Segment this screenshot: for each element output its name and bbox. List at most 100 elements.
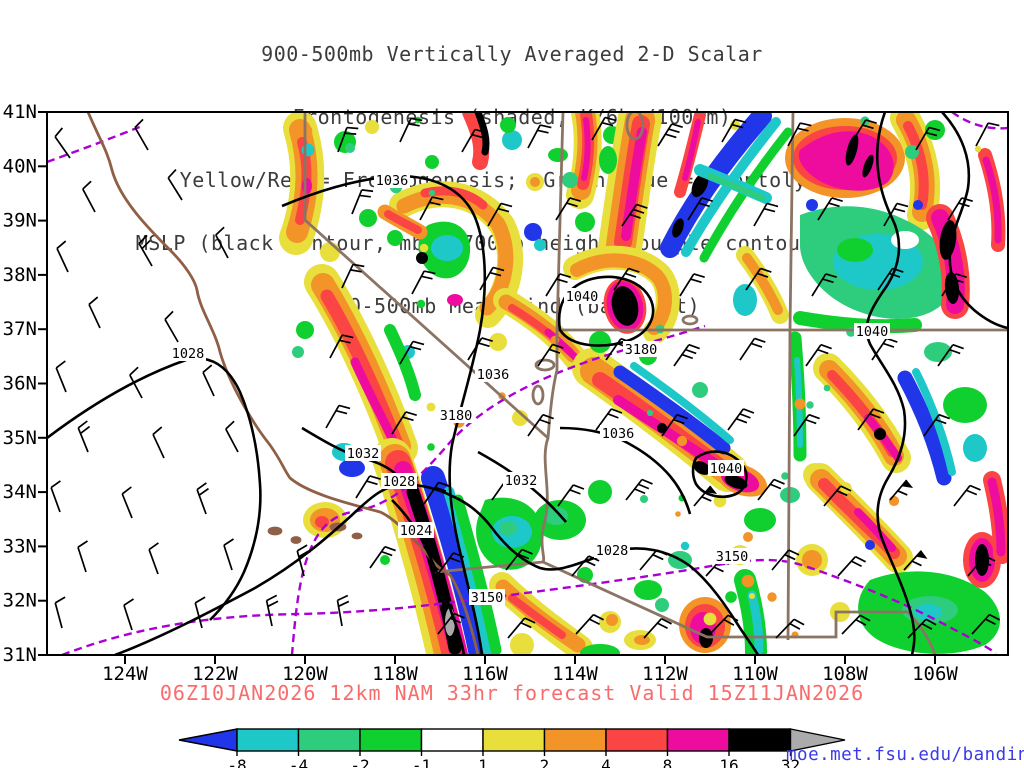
x-axis-label: 124W	[102, 663, 148, 685]
x-axis-label: 120W	[282, 663, 328, 685]
height-contour	[48, 124, 143, 163]
legend-segment	[359, 728, 423, 752]
wind-barb	[461, 128, 487, 153]
border-nv-ut	[555, 113, 565, 331]
wind-barb	[753, 202, 779, 227]
x-axis-label: 122W	[192, 663, 238, 685]
wind-barb	[657, 123, 683, 147]
contour-label: 3180	[440, 408, 473, 424]
wind-barb	[419, 196, 444, 221]
wind-barb	[467, 337, 493, 361]
wind-barb	[817, 197, 843, 221]
wind-barb	[336, 594, 350, 627]
contour-label: 1032	[505, 473, 538, 489]
wind-barb	[391, 411, 417, 435]
contour-label: 1036	[477, 367, 510, 383]
great-salt-lake	[625, 113, 645, 141]
channel-island	[267, 526, 283, 536]
wind-barb	[871, 337, 898, 361]
wind-barb	[953, 484, 981, 507]
wind-barb	[823, 485, 852, 507]
wind-barb	[121, 486, 133, 519]
wind-barb	[877, 267, 904, 291]
wind-barb	[411, 270, 436, 295]
contour-label: 3150	[471, 590, 504, 606]
x-axis-label: 118W	[372, 663, 418, 685]
wind-barb	[571, 555, 600, 577]
wind-barb	[947, 197, 973, 221]
legend-tick-label: -1	[412, 756, 431, 768]
wind-barb	[337, 126, 359, 153]
wind-barb	[223, 538, 234, 571]
x-axis-label: 108W	[822, 663, 868, 685]
wind-barb	[296, 544, 310, 577]
isobar	[48, 357, 262, 621]
wind-barb	[325, 404, 351, 429]
legend-tick-label: 4	[601, 756, 611, 768]
wind-barb	[915, 126, 941, 151]
nv-lake	[534, 358, 556, 372]
legend-tick-label: 2	[540, 756, 550, 768]
y-axis-label: 35N	[3, 427, 37, 449]
legend-segment	[420, 728, 484, 752]
wind-barb	[621, 203, 648, 227]
wind-barb	[857, 408, 885, 431]
contour-label-box	[170, 345, 206, 361]
wind-barb	[883, 202, 909, 227]
y-axis-label: 33N	[3, 535, 37, 557]
wind-barb	[527, 413, 554, 437]
wind-barb	[557, 484, 585, 507]
wind-barb	[673, 343, 700, 367]
axes-layer: 41N 40N 39N 38N 37N 36N 35N 34N 33N 32N 31N 124W 122…	[3, 101, 959, 685]
y-axis-label: 39N	[3, 210, 37, 232]
wind-barb	[555, 197, 581, 221]
wind-barb	[437, 612, 465, 635]
wind-barb	[369, 545, 396, 569]
wind-barb	[423, 481, 450, 505]
forecast-valid-text: 06Z10JAN2026 12km NAM 33hr forecast Vali…	[159, 681, 865, 705]
wind-barb	[399, 117, 423, 143]
wind-barb	[727, 408, 755, 431]
wind-barb	[793, 413, 820, 437]
y-axis-label: 34N	[3, 481, 37, 503]
legend-segment	[666, 728, 730, 752]
wind-barb	[837, 555, 866, 577]
contour-label: 1028	[172, 346, 205, 362]
legend-segment	[236, 728, 300, 752]
legend-tick-label: -2	[350, 756, 369, 768]
wind-barb	[82, 180, 96, 213]
wind-barb	[507, 617, 536, 639]
wind-barb	[129, 366, 143, 399]
wind-barb	[771, 549, 800, 571]
wind-barb	[639, 549, 668, 571]
isobar	[865, 113, 916, 654]
wind-barb	[693, 485, 718, 507]
contour-label-box	[503, 472, 539, 488]
height-contour	[951, 113, 1007, 130]
height-contour	[61, 558, 997, 654]
wind-barb	[215, 226, 229, 259]
wind-barb	[265, 594, 279, 627]
wind-barb	[50, 480, 61, 513]
wind-barb	[841, 614, 871, 635]
contour-labels-layer: 1028 1036 1040 3180 1040 1036 3180 1036 1040 1032…	[170, 172, 890, 606]
source-url-link[interactable]: moe.met.fsu.edu/banding	[786, 745, 1024, 765]
border-az-mexico	[542, 560, 937, 654]
legend-tick-label: 16	[719, 756, 738, 768]
contour-label-box	[475, 366, 511, 382]
wind-barb	[479, 266, 505, 291]
contour-label: 1040	[710, 461, 743, 477]
wind-barb	[721, 118, 747, 143]
x-axis-label: 112W	[642, 663, 688, 685]
wind-barb	[975, 122, 1000, 147]
contour-label-box	[594, 542, 630, 558]
wind-barb	[739, 337, 766, 361]
legend-tick-label: 1	[478, 756, 488, 768]
contour-label-box	[714, 548, 750, 564]
contour-label: 1036	[376, 173, 409, 189]
wind-barb	[591, 116, 617, 141]
wind-barb	[757, 478, 785, 501]
wind-barb	[225, 420, 239, 453]
wind-barb	[661, 413, 688, 437]
